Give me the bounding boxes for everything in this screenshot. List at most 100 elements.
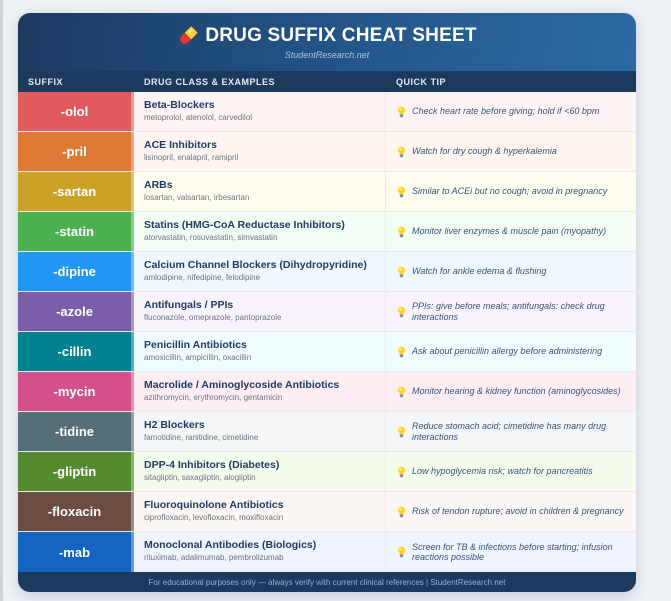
title-text: DRUG SUFFIX CHEAT SHEET — [205, 25, 477, 46]
drug-class-name: Beta-Blockers — [144, 99, 215, 111]
column-header-drug-class: DRUG CLASS & EXAMPLES — [144, 76, 276, 87]
quick-tip-text: PPIs: give before meals; antifungals: ch… — [412, 301, 605, 322]
quick-tip-text: Watch for dry cough & hyperkalemia — [412, 146, 557, 157]
quick-tip-text: Monitor liver enzymes & muscle pain (myo… — [412, 226, 607, 237]
column-header-suffix: SUFFIX — [28, 76, 64, 87]
drug-class-cell: Calcium Channel Blockers (Dihydropyridin… — [134, 252, 386, 291]
suffix-cell: -mycin — [18, 372, 134, 411]
drug-examples: losartan, valsartan, irbesartan — [144, 193, 250, 202]
quick-tip-text: Low hypoglycemia risk; watch for pancrea… — [412, 466, 593, 477]
table-row: -statin Statins (HMG-CoA Reductase Inhib… — [18, 212, 636, 252]
lightbulb-icon — [397, 426, 406, 437]
suffix-cell: -dipine — [18, 252, 134, 291]
drug-class-cell: Monoclonal Antibodies (Biologics) rituxi… — [134, 532, 386, 572]
table-row: -cillin Penicillin Antibiotics amoxicill… — [18, 332, 636, 372]
suffix-cell: -pril — [18, 132, 134, 171]
drug-class-cell: Penicillin Antibiotics amoxicillin, ampi… — [134, 332, 386, 371]
header: DRUG SUFFIX CHEAT SHEET StudentResearch.… — [18, 13, 636, 71]
drug-class-name: H2 Blockers — [144, 419, 205, 431]
drug-examples: atorvastatin, rosuvastatin, simvastatin — [144, 233, 278, 242]
lightbulb-icon — [397, 306, 406, 317]
drug-examples: amlodipine, nifedipine, felodipine — [144, 273, 261, 282]
table-row: -sartan ARBs losartan, valsartan, irbesa… — [18, 172, 636, 212]
drug-class-cell: ARBs losartan, valsartan, irbesartan — [134, 172, 386, 211]
lightbulb-icon — [397, 226, 406, 237]
lightbulb-icon — [397, 546, 406, 558]
table-row: -floxacin Fluoroquinolone Antibiotics ci… — [18, 492, 636, 532]
drug-class-cell: Antifungals / PPIs fluconazole, omeprazo… — [134, 292, 386, 331]
drug-examples: ciprofloxacin, levofloxacin, moxifloxaci… — [144, 513, 284, 522]
suffix-cell: -statin — [18, 212, 134, 251]
drug-class-name: Fluoroquinolone Antibiotics — [144, 499, 284, 511]
page-title: DRUG SUFFIX CHEAT SHEET — [18, 13, 636, 47]
drug-examples: rituximab, adalimumab, pembrolizumab — [144, 553, 284, 562]
table-row: -azole Antifungals / PPIs fluconazole, o… — [18, 292, 636, 332]
window-edge — [0, 0, 3, 601]
quick-tip-text: Risk of tendon rupture; avoid in childre… — [412, 506, 624, 517]
drug-examples: azithromycin, erythromycin, gentamicin — [144, 393, 283, 402]
suffix-cell: -sartan — [18, 172, 134, 211]
drug-class-name: Penicillin Antibiotics — [144, 339, 247, 351]
quick-tip-text: Screen for TB & infections before starti… — [412, 541, 613, 562]
table-row: -mab Monoclonal Antibodies (Biologics) r… — [18, 532, 636, 572]
quick-tip-text: Reduce stomach acid; cimetidine has many… — [412, 421, 607, 442]
drug-class-name: ACE Inhibitors — [144, 139, 217, 151]
lightbulb-icon — [397, 186, 406, 197]
drug-class-name: Monoclonal Antibodies (Biologics) — [144, 539, 317, 551]
quick-tip-cell: Check heart rate before giving; hold if … — [386, 92, 636, 131]
suffix-cell: -mab — [18, 532, 134, 572]
quick-tip-text: Check heart rate before giving; hold if … — [412, 106, 600, 117]
subtitle: StudentResearch.net — [284, 50, 370, 60]
table-row: -mycin Macrolide / Aminoglycoside Antibi… — [18, 372, 636, 412]
suffix-cell: -azole — [18, 292, 134, 331]
drug-class-name: Macrolide / Aminoglycoside Antibiotics — [144, 379, 340, 391]
suffix-cell: -floxacin — [18, 492, 134, 531]
drug-class-cell: ACE Inhibitors lisinopril, enalapril, ra… — [134, 132, 386, 171]
drug-class-cell: H2 Blockers famotidine, ranitidine, cime… — [134, 412, 386, 451]
lightbulb-icon — [397, 106, 406, 117]
drug-class-name: Antifungals / PPIs — [144, 299, 234, 311]
drug-class-cell: Macrolide / Aminoglycoside Antibiotics a… — [134, 372, 386, 411]
quick-tip-text: Ask about penicillin allergy before admi… — [412, 346, 603, 357]
drug-class-name: DPP-4 Inhibitors (Diabetes) — [144, 459, 280, 471]
footer-disclaimer: For educational purposes only — always v… — [18, 572, 636, 592]
table-row: -olol Beta-Blockers metoprolol, atenolol… — [18, 92, 636, 132]
cheat-sheet-card: DRUG SUFFIX CHEAT SHEET StudentResearch.… — [18, 13, 636, 592]
suffix-cell: -gliptin — [18, 452, 134, 491]
lightbulb-icon — [397, 346, 406, 357]
quick-tip-cell: Monitor hearing & kidney function (amino… — [386, 372, 636, 411]
drug-class-cell: DPP-4 Inhibitors (Diabetes) sitagliptin,… — [134, 452, 386, 491]
lightbulb-icon — [397, 146, 406, 157]
drug-examples: fluconazole, omeprazole, pantoprazole — [144, 313, 282, 322]
table-body: -olol Beta-Blockers metoprolol, atenolol… — [18, 92, 636, 572]
table-row: -dipine Calcium Channel Blockers (Dihydr… — [18, 252, 636, 292]
quick-tip-cell: Screen for TB & infections before starti… — [386, 532, 636, 572]
suffix-cell: -tidine — [18, 412, 134, 451]
drug-examples: sitagliptin, saxagliptin, alogliptin — [144, 473, 256, 482]
drug-class-cell: Statins (HMG-CoA Reductase Inhibitors) a… — [134, 212, 386, 251]
table-row: -tidine H2 Blockers famotidine, ranitidi… — [18, 412, 636, 452]
drug-examples: metoprolol, atenolol, carvedilol — [144, 113, 253, 122]
drug-examples: lisinopril, enalapril, ramipril — [144, 153, 239, 162]
quick-tip-cell: Watch for ankle edema & flushing — [386, 252, 636, 291]
drug-class-cell: Beta-Blockers metoprolol, atenolol, carv… — [134, 92, 386, 131]
suffix-cell: -cillin — [18, 332, 134, 371]
column-header-quick-tip: QUICK TIP — [396, 76, 447, 87]
quick-tip-text: Similar to ACEi but no cough; avoid in p… — [412, 186, 608, 197]
suffix-cell: -olol — [18, 92, 134, 131]
table-row: -gliptin DPP-4 Inhibitors (Diabetes) sit… — [18, 452, 636, 492]
quick-tip-text: Monitor hearing & kidney function (amino… — [412, 386, 621, 397]
quick-tip-text: Watch for ankle edema & flushing — [412, 266, 547, 277]
lightbulb-icon — [397, 466, 406, 477]
drug-class-name: ARBs — [144, 179, 173, 191]
quick-tip-cell: Monitor liver enzymes & muscle pain (myo… — [386, 212, 636, 251]
quick-tip-cell: Watch for dry cough & hyperkalemia — [386, 132, 636, 171]
drug-examples: famotidine, ranitidine, cimetidine — [144, 433, 259, 442]
quick-tip-cell: Low hypoglycemia risk; watch for pancrea… — [386, 452, 636, 491]
drug-class-name: Statins (HMG-CoA Reductase Inhibitors) — [144, 219, 345, 231]
lightbulb-icon — [397, 506, 406, 517]
drug-examples: amoxicillin, ampicillin, oxacillin — [144, 353, 252, 362]
quick-tip-cell: Similar to ACEi but no cough; avoid in p… — [386, 172, 636, 211]
quick-tip-cell: Ask about penicillin allergy before admi… — [386, 332, 636, 371]
table-row: -pril ACE Inhibitors lisinopril, enalapr… — [18, 132, 636, 172]
